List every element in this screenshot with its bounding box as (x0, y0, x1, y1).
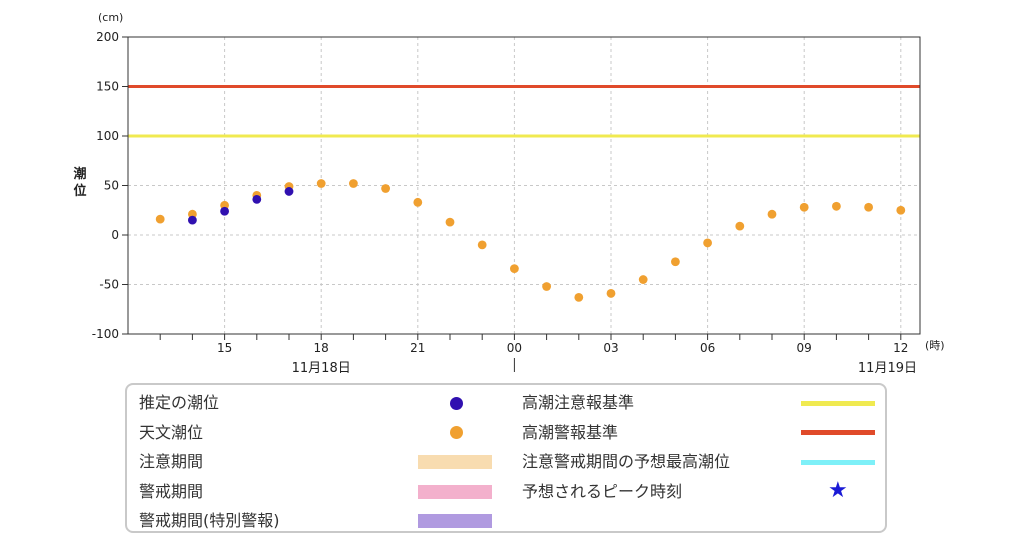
y-tick-label: 100 (96, 129, 119, 143)
data-point (671, 257, 680, 267)
x-tick-label: 06 (700, 341, 715, 355)
y-tick-label: 0 (111, 228, 119, 242)
series-points (188, 187, 294, 225)
x-tick-label: 03 (603, 341, 618, 355)
data-point (220, 206, 230, 216)
tide-chart: 200 150 100 50 0 -50 -100 15 18 21 00 03 06 09 12 (cm… (73, 11, 945, 376)
legend-label: 天文潮位 (139, 422, 204, 442)
y-unit-label: (cm) (98, 11, 123, 24)
data-point (349, 179, 358, 188)
data-point (510, 264, 519, 274)
legend-label: 推定の潮位 (139, 393, 220, 412)
data-point (413, 197, 423, 207)
legend-label: 警戒期間(特別警報) (139, 511, 280, 531)
data-points (155, 179, 906, 302)
y-tick-label: 150 (96, 80, 119, 94)
data-point (638, 275, 648, 284)
data-point (703, 238, 712, 248)
legend-band-swatch (418, 455, 492, 470)
legend-band-swatch (418, 514, 492, 529)
reference-lines (128, 85, 920, 138)
data-point (606, 289, 616, 298)
legend-dot-marker (449, 396, 463, 410)
data-point (188, 215, 197, 225)
date-label: 11月19日 (858, 361, 917, 376)
y-tick-label: -100 (92, 327, 119, 341)
legend-label: 高潮注意報基準 (522, 393, 635, 412)
date-label: 11月18日 (292, 361, 351, 376)
legend-label: 予想されるピーク時刻 (522, 481, 683, 501)
x-tick-label: 18 (314, 341, 329, 355)
legend-band-swatch (418, 484, 492, 499)
data-point (896, 205, 906, 215)
y-tick-label: 200 (96, 30, 119, 44)
x-tick-label: 00 (507, 341, 522, 355)
legend-label: 高潮警報基準 (522, 422, 619, 442)
x-unit-label: (時) (925, 339, 945, 352)
data-point (477, 240, 487, 250)
data-point (767, 209, 777, 219)
y-axis-label: 潮位 (73, 166, 86, 199)
data-point (445, 217, 455, 227)
y-axis-ticks: 200 150 100 50 0 -50 -100 (92, 30, 128, 341)
legend-line-swatch (801, 459, 875, 465)
grid-lines (128, 37, 920, 334)
x-tick-label: 12 (893, 341, 908, 355)
data-point (864, 202, 873, 212)
series-points (155, 179, 906, 302)
data-point (155, 214, 165, 224)
legend-dot-marker (449, 426, 463, 440)
y-tick-label: -50 (99, 278, 119, 292)
data-point (542, 282, 551, 291)
x-tick-label: 21 (410, 341, 425, 355)
legend-line-swatch (801, 430, 875, 436)
data-point (574, 292, 584, 302)
data-point (735, 221, 745, 231)
data-point (381, 184, 390, 193)
data-point (252, 194, 262, 204)
x-tick-label: 15 (217, 341, 232, 355)
legend-label: 注意期間 (139, 452, 204, 472)
legend-label: 警戒期間 (139, 481, 204, 501)
date-labels: 11月18日 11月19日 (292, 361, 917, 376)
x-axis-ticks: 15 18 21 00 03 06 09 12 (159, 334, 908, 355)
legend-line-swatch (801, 400, 875, 406)
data-point (799, 202, 809, 212)
star-icon: ★ (828, 477, 848, 503)
y-tick-label: 50 (104, 179, 119, 193)
data-point (284, 187, 294, 196)
data-point (316, 179, 326, 188)
data-point (832, 201, 841, 211)
legend: 推定の潮位天文潮位注意期間警戒期間警戒期間(特別警報) 高潮注意報基準 高潮警報基準… (125, 383, 887, 533)
legend-label: 注意警戒期間の予想最高潮位 (522, 452, 731, 472)
x-tick-label: 09 (797, 341, 812, 355)
